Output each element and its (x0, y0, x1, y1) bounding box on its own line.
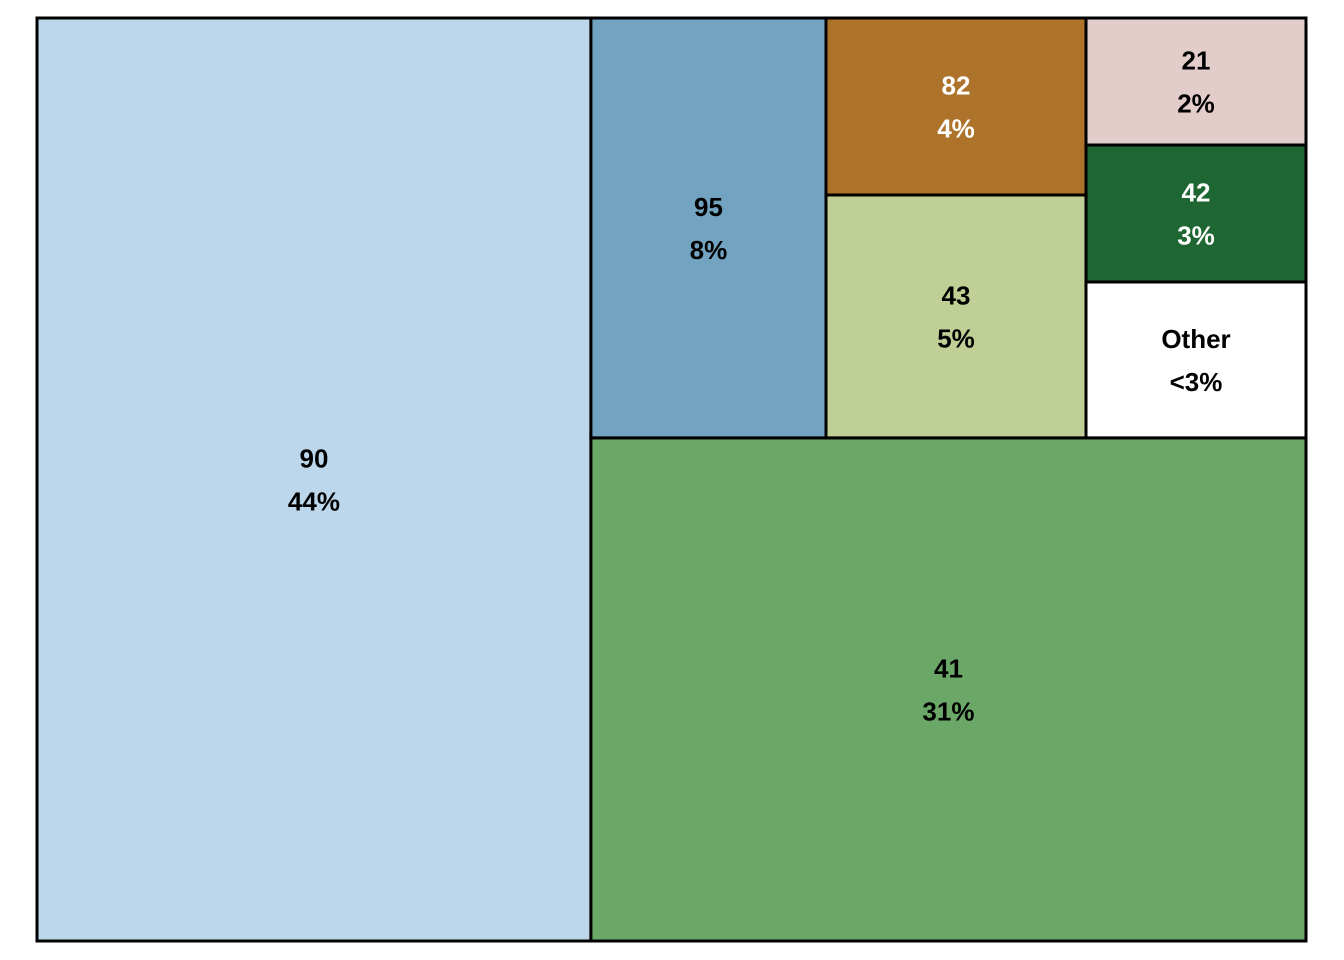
tile-label: Other (1161, 324, 1230, 354)
treemap-tile-43: 435% (824, 193, 1088, 440)
tile-label: 41 (934, 653, 963, 683)
tile-rect (589, 436, 1308, 943)
tile-rect (1084, 280, 1308, 440)
tile-label: 82 (942, 71, 971, 101)
tile-share: 31% (922, 696, 974, 726)
tile-label: 21 (1182, 46, 1211, 76)
tile-share: 5% (937, 323, 975, 353)
treemap-frame (35, 16, 1308, 943)
tile-share: 3% (1177, 221, 1215, 251)
tile-rect (824, 193, 1088, 440)
treemap-tile-42: 423% (1084, 143, 1308, 284)
tile-rect (589, 16, 828, 440)
tile-rect (35, 16, 593, 943)
tile-share: 44% (288, 487, 340, 517)
tile-rect (1084, 16, 1308, 147)
tile-share: 4% (937, 114, 975, 144)
tile-rect (1084, 143, 1308, 284)
tile-label: 90 (299, 444, 328, 474)
tile-label: 42 (1182, 178, 1211, 208)
tile-share: 8% (690, 235, 728, 265)
tile-label: 43 (942, 280, 971, 310)
tile-label: 95 (694, 192, 723, 222)
treemap-tile-95: 958% (589, 16, 828, 440)
treemap-tile-21: 212% (1084, 16, 1308, 147)
tile-share: <3% (1170, 367, 1223, 397)
tile-share: 2% (1177, 89, 1215, 119)
treemap-tile-other: Other <3% (1084, 280, 1308, 440)
tile-rect (824, 16, 1088, 197)
treemap-tile-82: 824% (824, 16, 1088, 197)
